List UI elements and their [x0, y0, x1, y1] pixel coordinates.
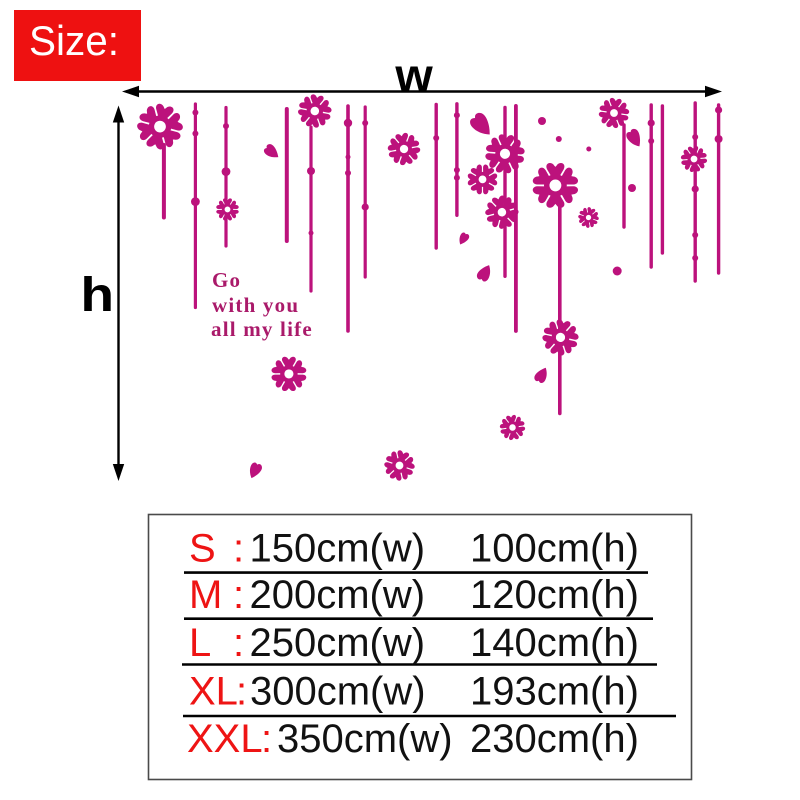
svg-text:Size:: Size:: [29, 17, 119, 64]
svg-text:XXL:350cm(w)230cm(h): XXL: 350cm(w) 230cm(h): [187, 717, 639, 761]
svg-text:XL:300cm(w)193cm(h): XL:300cm(w) 193cm(h): [189, 670, 639, 714]
svg-text:Go: Go: [212, 268, 241, 292]
svg-text:M:200cm(w)120cm(h): M:200cm(w) 120cm(h): [189, 573, 639, 617]
svg-text:L:250cm(w)140cm(h): L:250cm(w) 140cm(h): [189, 621, 639, 665]
svg-text:all my life: all my life: [211, 317, 313, 341]
svg-text:w: w: [394, 50, 433, 103]
svg-text:with you: with you: [212, 293, 299, 317]
svg-text:h: h: [80, 267, 114, 321]
svg-text:S:150cm(w)100cm(h): S:150cm(w) 100cm(h): [189, 527, 639, 571]
